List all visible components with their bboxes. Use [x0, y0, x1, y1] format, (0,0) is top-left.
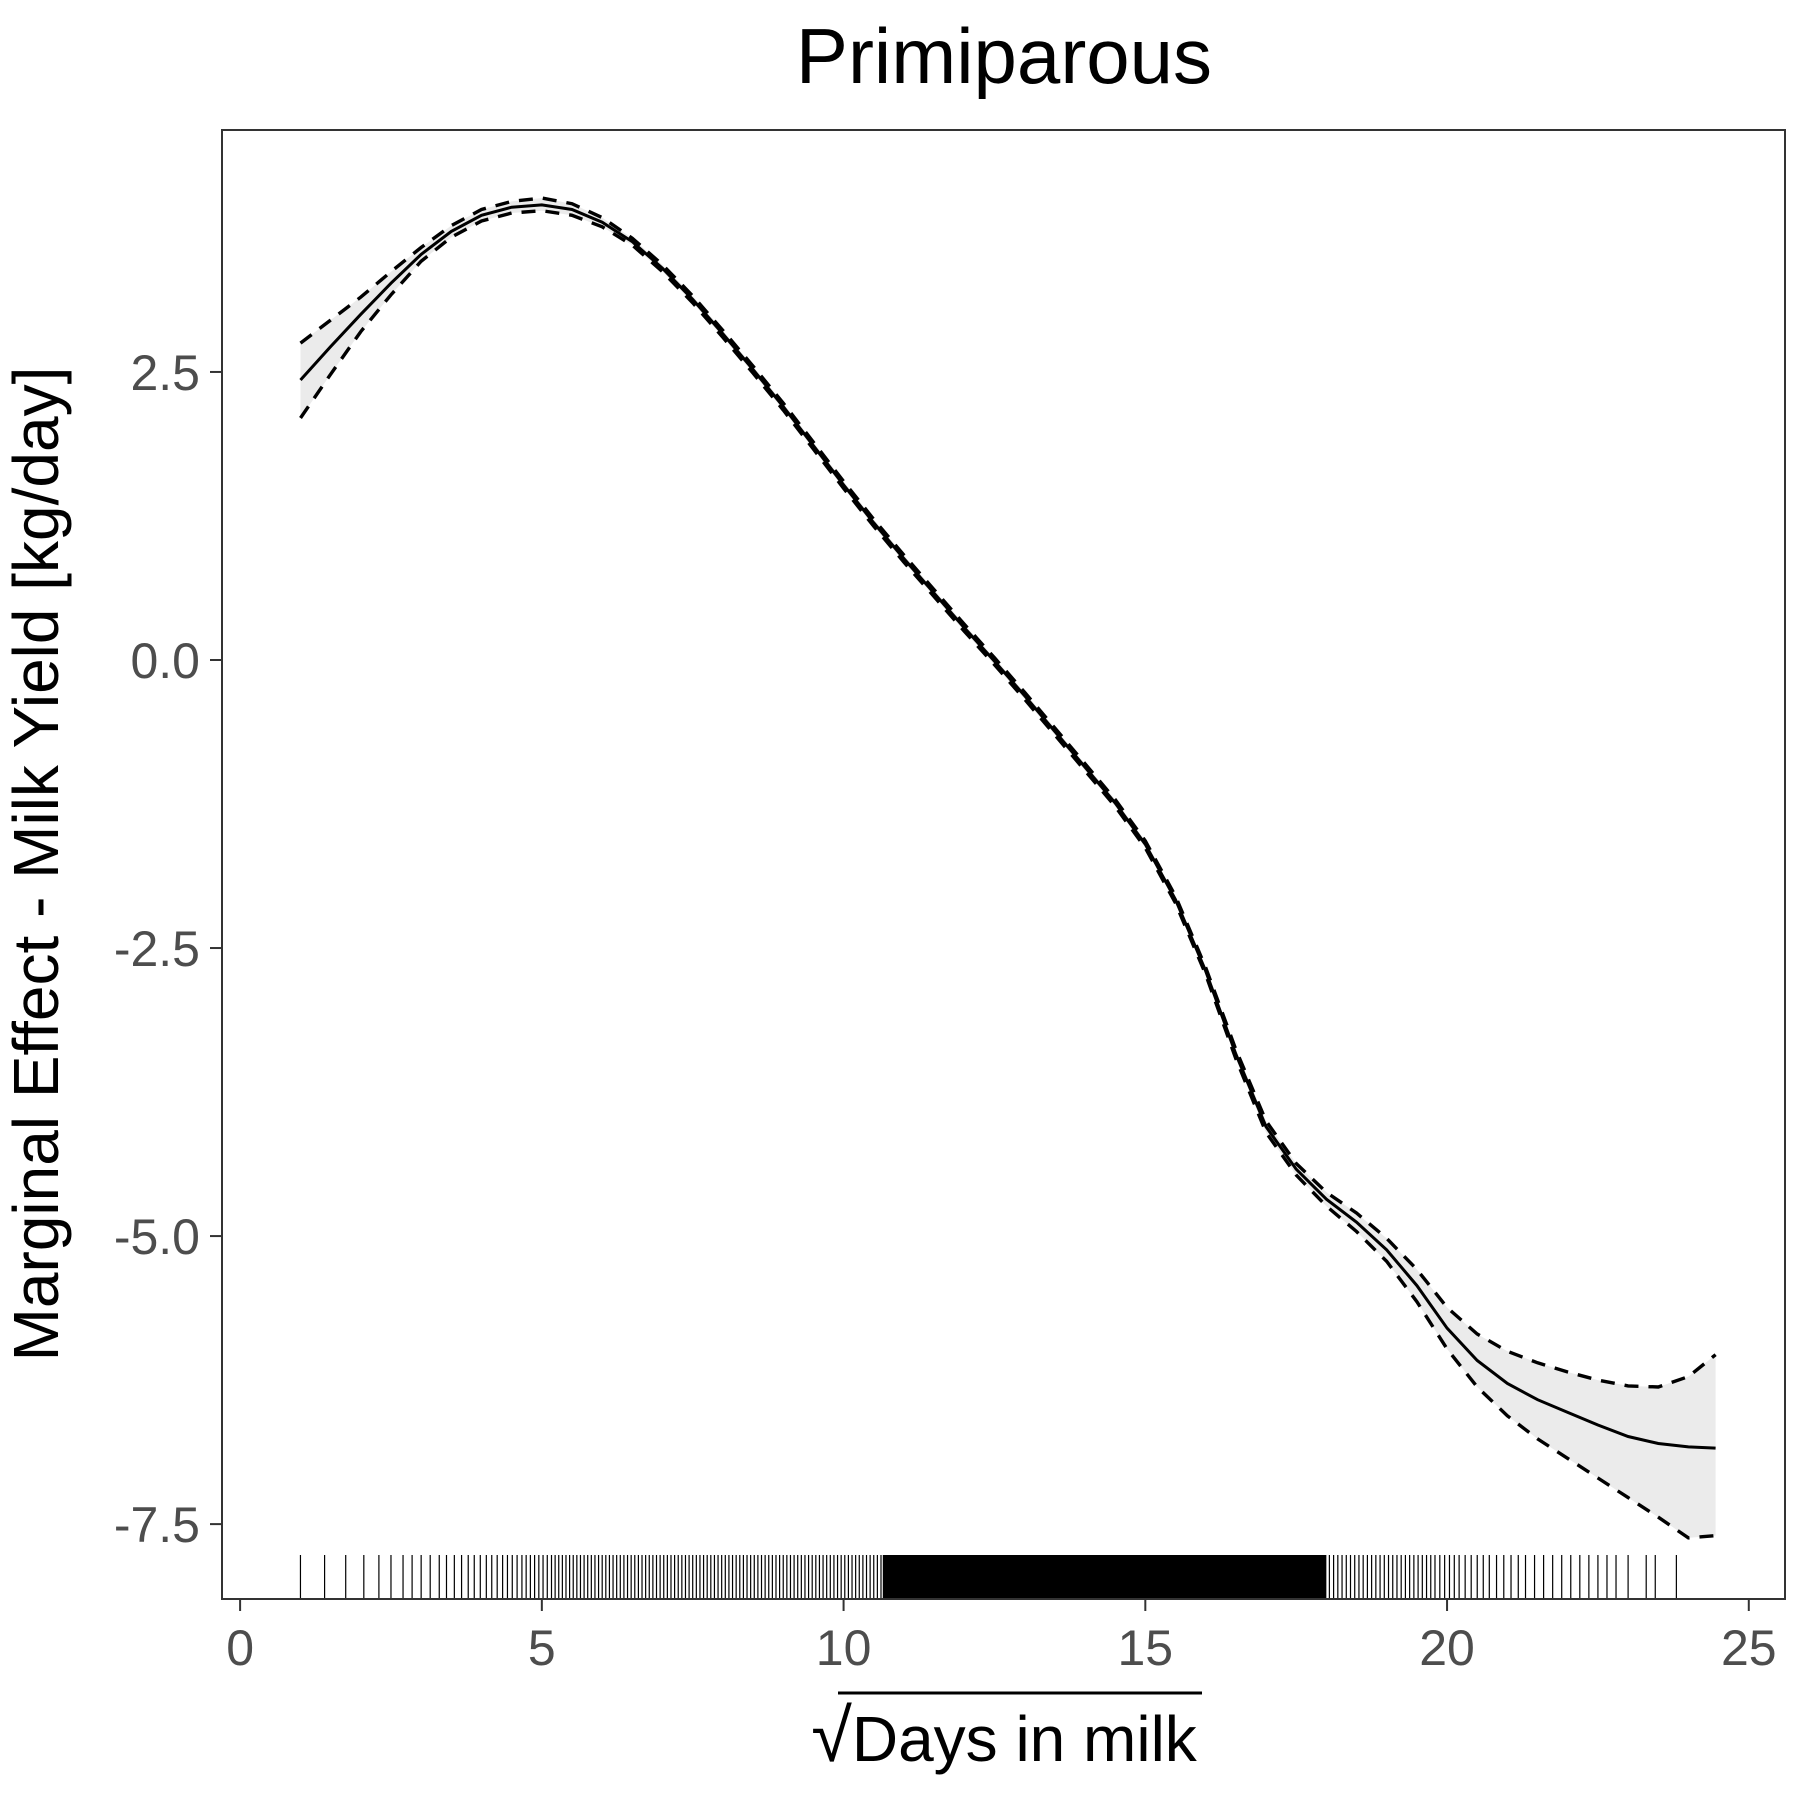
x-tick-label: 25	[1721, 1620, 1777, 1676]
y-tick-label: -7.5	[114, 1497, 200, 1553]
series-estimate-line	[299, 203, 1716, 1450]
series-lower-line	[299, 208, 1716, 1540]
y-tick-label: 2.5	[130, 345, 200, 401]
x-tick-label: 10	[816, 1620, 872, 1676]
y-tick-label: 0.0	[130, 633, 200, 689]
rug-marks	[299, 1555, 1677, 1599]
rug-dense-block	[882, 1555, 1327, 1599]
confidence-band-area	[300, 198, 1716, 1538]
series-lines	[299, 196, 1717, 1540]
y-axis: 2.5 0.0 -2.5 -5.0 -7.5	[114, 345, 222, 1553]
confidence-band	[300, 198, 1716, 1538]
x-tick-label: 0	[226, 1620, 254, 1676]
x-axis-title: √Days in milk	[811, 1694, 1198, 1777]
series-upper-line	[299, 196, 1717, 1389]
plot-panel-border	[221, 129, 1786, 1600]
y-tick-label: -2.5	[114, 921, 200, 977]
sqrt-symbol: √	[811, 1694, 852, 1777]
chart-title: Primiparous	[796, 12, 1212, 100]
x-axis: 0 5 10 15 20 25	[226, 1599, 1777, 1676]
x-axis-title-text: Days in milk	[852, 1703, 1198, 1775]
x-tick-label: 20	[1419, 1620, 1475, 1676]
y-axis-title: Marginal Effect - Milk Yield [kg/day]	[0, 367, 72, 1362]
x-tick-label: 5	[528, 1620, 556, 1676]
y-tick-label: -5.0	[114, 1209, 200, 1265]
x-tick-label: 15	[1118, 1620, 1174, 1676]
